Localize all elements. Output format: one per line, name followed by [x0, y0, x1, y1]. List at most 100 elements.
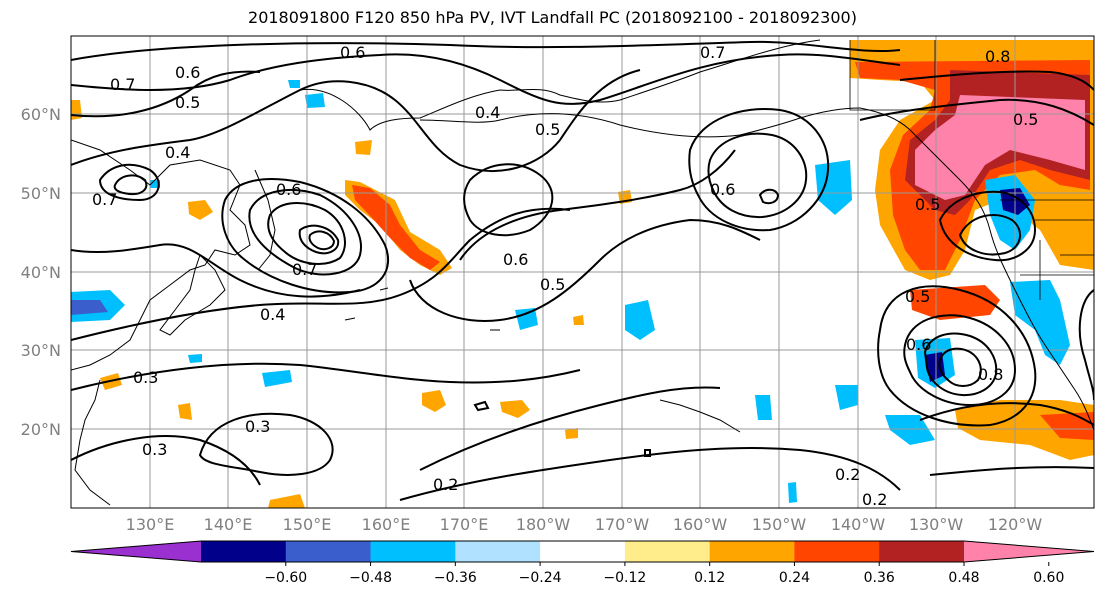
lon-label: 160°W [673, 515, 728, 534]
contour-line [71, 69, 641, 172]
contour-label: 0.7 [110, 75, 135, 94]
colorbar-segment [201, 541, 287, 562]
lon-label: 160°E [362, 515, 411, 534]
contour-line [903, 314, 1017, 407]
contour-line [419, 386, 721, 471]
lat-label: 60°N [21, 105, 61, 124]
ivt-spot-7 [268, 494, 305, 508]
lon-label: 150°E [283, 515, 332, 534]
contour-line [707, 132, 808, 219]
ivt-spot-10 [573, 315, 584, 325]
colorbar-segment [624, 541, 711, 562]
contour-label: 0.8 [978, 365, 1003, 384]
state-borders [849, 40, 1094, 300]
japan-coast [159, 254, 226, 336]
colorbar-tick-label: 0.60 [1033, 570, 1064, 586]
contour-line [399, 447, 901, 501]
contour-label: 0.4 [165, 143, 190, 162]
ivt-spot-9 [565, 428, 578, 439]
ivt-spot-n4 [262, 370, 292, 387]
colorbar-tick-label: −0.24 [519, 570, 562, 586]
contour-label: 0.7 [92, 190, 117, 209]
contour-line [71, 435, 261, 486]
contour-line [71, 40, 901, 61]
contour-label: 0.5 [535, 120, 560, 139]
contour-label: 0.5 [905, 287, 930, 306]
contour-label: 0.2 [433, 475, 458, 494]
contour-line [919, 402, 1094, 426]
ivt-region-west-coast [910, 285, 1000, 320]
contour-line [71, 207, 571, 341]
contour-line [221, 178, 390, 294]
contour-line [71, 243, 361, 298]
lon-label: 150°W [752, 515, 807, 534]
contour-label: 0.6 [175, 63, 200, 82]
lon-label: 170°W [595, 515, 650, 534]
contour-label: 0.3 [142, 440, 167, 459]
lon-label: 170°E [440, 515, 489, 534]
lat-label: 20°N [21, 420, 61, 439]
map-frame [70, 35, 1095, 509]
contour-label: 0.7 [292, 260, 317, 279]
colorbar-segment [455, 541, 541, 562]
contour-label: 0.6 [340, 43, 365, 62]
contour-line [1078, 289, 1094, 401]
colorbar-outline [70, 540, 1095, 563]
colorbar-tick-label: 0.36 [864, 570, 895, 586]
contour-line [958, 214, 1021, 256]
ivt-spot-n1 [815, 160, 852, 215]
contour-line [758, 188, 780, 205]
ivt-region-japan-royal [71, 300, 108, 315]
colorbar-tick-label: −0.36 [434, 570, 477, 586]
ivt-negative-regions [71, 80, 1070, 503]
colorbar-segment [285, 541, 372, 562]
contour-label: 0.4 [260, 305, 285, 324]
ivt-spot-4 [500, 400, 530, 418]
lon-label: 180°W [516, 515, 571, 534]
ivt-region-ne-pink [915, 95, 1085, 200]
colorbar-segment [370, 541, 456, 562]
colorbar-segment [879, 541, 965, 562]
lat-label: 30°N [21, 341, 61, 360]
lon-label: 120°W [988, 515, 1043, 534]
contour-line [409, 218, 761, 322]
colorbar-tick-label: −0.60 [264, 570, 307, 586]
ivt-spot-n8 [835, 385, 858, 410]
contour-line [938, 347, 982, 387]
ivt-spot-n12 [288, 80, 300, 88]
contour-label: 0.5 [915, 195, 940, 214]
contour-line [71, 53, 901, 105]
contour-label: 0.5 [1013, 110, 1038, 129]
lat-label: 40°N [21, 263, 61, 282]
ivt-spot-n6 [885, 415, 935, 445]
contour-line [688, 108, 830, 232]
contour-line [298, 224, 340, 255]
contour-label: 0.5 [175, 93, 200, 112]
asia-coastline [71, 139, 251, 371]
contour-label: 0.7 [700, 43, 725, 62]
contour-label: 0.6 [710, 180, 735, 199]
colorbar-segment [794, 541, 880, 562]
contour-label: 0.5 [540, 275, 565, 294]
siberia-alaska-coast [299, 39, 821, 131]
ivt-spot-6 [178, 403, 192, 420]
contour-line [929, 466, 1094, 476]
ivt-spot-n7 [755, 395, 772, 420]
contour-label: 0.3 [133, 368, 158, 387]
ivt-spot-n3 [515, 308, 538, 330]
contour-line [71, 362, 581, 391]
lon-label: 130°E [126, 515, 175, 534]
contour-line [98, 163, 160, 202]
lat-label: 50°N [21, 184, 61, 203]
contour-line [459, 149, 736, 261]
contour-label: 0.2 [835, 465, 860, 484]
ivt-region-kuroshio-red [352, 185, 440, 270]
contour-label: 0.4 [475, 103, 500, 122]
colorbar-tick-label: 0.24 [779, 570, 810, 586]
islands [344, 287, 500, 331]
colorbar-tick-label: −0.48 [349, 570, 392, 586]
lon-label: 140°E [204, 515, 253, 534]
contour-line [308, 230, 336, 251]
contour-label: 0.6 [503, 250, 528, 269]
